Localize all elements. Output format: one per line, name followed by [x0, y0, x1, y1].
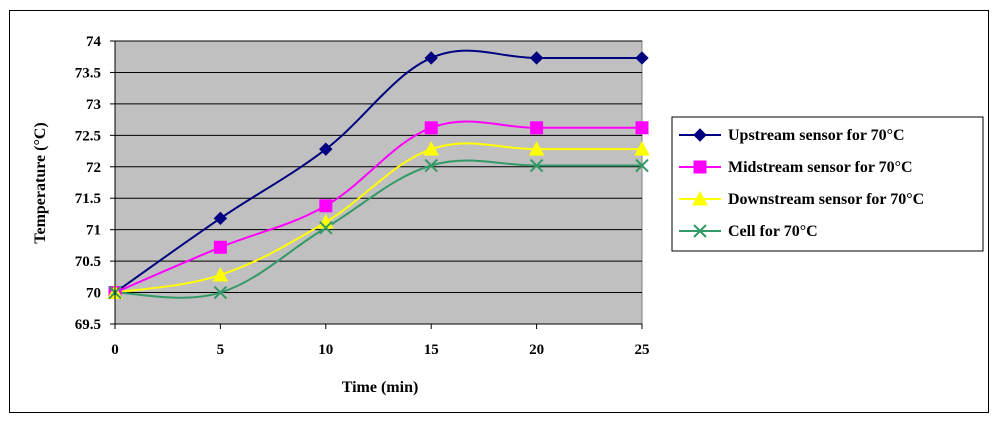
y-tick-label: 71 — [86, 223, 101, 239]
y-tick-label: 73.5 — [75, 65, 101, 81]
x-tick-label: 20 — [529, 342, 544, 358]
upstream-data-point — [424, 51, 438, 65]
legend-label: Upstream sensor for 70°C — [728, 127, 905, 144]
upstream-data-point — [213, 211, 228, 226]
x-tick-label: 0 — [111, 342, 119, 358]
upstream-series-line — [114, 49, 642, 294]
legend-marker — [693, 224, 707, 238]
legend-marker — [693, 160, 707, 174]
y-tick-label: 71.5 — [75, 191, 101, 207]
x-tick-label: 15 — [424, 342, 439, 358]
legend: Upstream sensor for 70°C Midstream sensor… — [671, 116, 984, 252]
upstream-data-point — [529, 51, 544, 65]
cell-data-point — [635, 158, 649, 173]
y-tick-label: 72 — [86, 160, 101, 176]
y-tick-label: 69.5 — [75, 317, 101, 333]
midstream-data-point — [319, 199, 333, 213]
legend-entry-upstream: Upstream sensor for 70°C — [679, 127, 905, 144]
legend-marker — [692, 190, 708, 206]
downstream-data-point — [423, 141, 440, 156]
downstream-data-point — [528, 141, 545, 156]
y-tick-label: 72.5 — [75, 128, 101, 144]
legend-label: Midstream sensor for 70°C — [728, 159, 913, 176]
y-tick-label: 73 — [86, 97, 101, 113]
legend-entry-cell: Cell for 70°C — [679, 223, 818, 240]
legend-box — [671, 116, 984, 252]
x-axis-title: Time (min) — [342, 379, 419, 396]
cell-data-point — [213, 285, 228, 300]
legend-entry-midstream: Midstream sensor for 70°C — [679, 159, 913, 176]
cell-data-point — [529, 158, 544, 173]
upstream-data-point — [319, 142, 333, 156]
x-tick-label: 10 — [318, 342, 333, 358]
legend-marker — [693, 128, 707, 142]
x-tick-labels: 0 5 10 15 20 25 — [111, 342, 649, 358]
midstream-series-line — [114, 120, 642, 294]
legend-label: Cell for 70°C — [728, 223, 818, 240]
midstream-data-point — [635, 121, 649, 135]
upstream-data-point — [635, 51, 649, 65]
midstream-data-point — [424, 121, 438, 135]
downstream-data-point — [634, 141, 650, 156]
y-tick-labels: 69.5 70 70.5 71 71.5 72 72.5 73 73.5 74 — [75, 34, 102, 333]
legend-label: Downstream sensor for 70°C — [728, 191, 924, 208]
y-tick-label: 74 — [86, 34, 102, 50]
series-lines — [114, 49, 642, 299]
cell-series-line — [114, 159, 642, 299]
downstream-series-line — [114, 142, 642, 294]
downstream-data-point — [212, 266, 229, 282]
cell-data-point — [319, 221, 333, 235]
x-tick-label: 5 — [217, 342, 225, 358]
cell-data-point — [424, 158, 438, 173]
y-axis-title: Temperature (°C) — [32, 122, 49, 243]
x-tick-label: 25 — [635, 342, 650, 358]
y-tick-label: 70 — [86, 286, 101, 302]
midstream-data-point — [213, 240, 227, 254]
legend-entry-downstream: Downstream sensor for 70°C — [679, 190, 924, 208]
y-tick-label: 70.5 — [75, 254, 101, 270]
midstream-data-point — [530, 121, 544, 135]
